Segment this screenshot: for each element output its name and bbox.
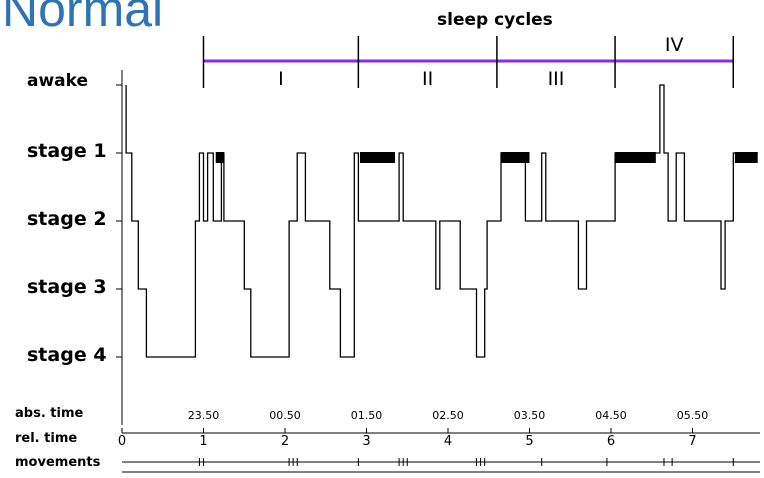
movements-label: movements bbox=[15, 455, 101, 470]
y-label-stage-4: stage 4 bbox=[27, 344, 107, 366]
cycle-label-4: IV bbox=[664, 34, 684, 56]
abs-time-label: abs. time bbox=[15, 406, 84, 421]
abs-tick-label-5: 04.50 bbox=[595, 409, 627, 422]
y-label-stage-1: stage 1 bbox=[27, 140, 107, 162]
chart-title: sleep cycles bbox=[437, 10, 553, 30]
y-label-stage-3: stage 3 bbox=[27, 276, 107, 298]
y-label-stage-2: stage 2 bbox=[27, 208, 107, 230]
abs-tick-label-0: 23.50 bbox=[187, 409, 220, 422]
abs-tick-label-6: 05.50 bbox=[676, 409, 709, 422]
cycle-label-2: II bbox=[422, 68, 434, 90]
rel-tick-label-5: 5 bbox=[525, 434, 534, 449]
rem-bar-5 bbox=[734, 152, 758, 163]
rel-tick-label-0: 0 bbox=[117, 434, 127, 449]
rel-tick-label-3: 3 bbox=[362, 434, 371, 449]
abs-tick-label-3: 02.50 bbox=[432, 409, 464, 422]
rem-bar-3 bbox=[500, 152, 530, 163]
abs-tick-label-1: 00.50 bbox=[269, 409, 301, 422]
rel-tick-label-7: 7 bbox=[688, 434, 697, 449]
hypnogram-line bbox=[125, 84, 758, 358]
abs-tick-label-2: 01.50 bbox=[350, 409, 383, 422]
rel-time-label: rel. time bbox=[15, 431, 78, 446]
page-title: Normal bbox=[2, 0, 164, 37]
rel-tick-label-4: 4 bbox=[443, 434, 453, 449]
cycle-label-1: I bbox=[278, 68, 284, 90]
abs-tick-label-4: 03.50 bbox=[513, 409, 546, 422]
rel-tick-label-6: 6 bbox=[606, 434, 616, 449]
cycle-label-3: III bbox=[547, 68, 565, 90]
rel-tick-label-2: 2 bbox=[280, 434, 290, 449]
rem-bar-4 bbox=[615, 152, 656, 163]
rem-bar-1 bbox=[215, 152, 224, 163]
y-label-awake: awake bbox=[27, 71, 89, 91]
rel-tick-label-1: 1 bbox=[199, 434, 208, 449]
rem-bar-2 bbox=[359, 152, 396, 163]
